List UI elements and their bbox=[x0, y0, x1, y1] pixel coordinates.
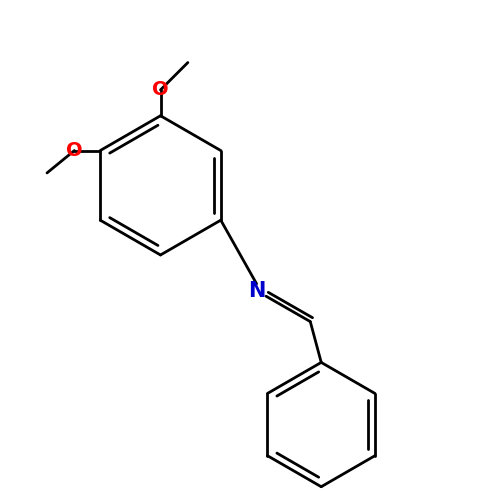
Text: O: O bbox=[66, 141, 82, 160]
Text: O: O bbox=[152, 80, 169, 100]
Text: N: N bbox=[248, 281, 266, 301]
